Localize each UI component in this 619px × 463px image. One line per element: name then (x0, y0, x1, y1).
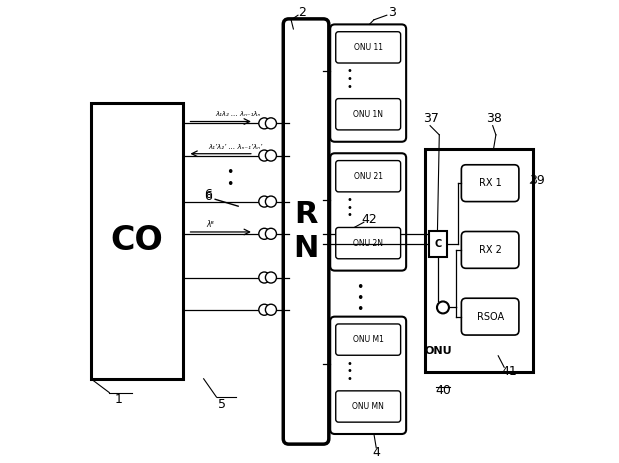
Text: ONU 21: ONU 21 (353, 172, 383, 181)
Text: CO: CO (111, 224, 163, 257)
Text: •
•
•: • • • (346, 195, 352, 220)
Text: ONU 11: ONU 11 (353, 43, 383, 52)
Circle shape (259, 228, 270, 239)
Circle shape (266, 196, 277, 207)
FancyBboxPatch shape (335, 324, 400, 355)
FancyBboxPatch shape (335, 391, 400, 422)
Text: 2: 2 (298, 6, 306, 19)
Text: λ₁’λ₂’ ... λₙ₋₁’λₙ’: λ₁’λ₂’ ... λₙ₋₁’λₙ’ (208, 144, 262, 150)
FancyBboxPatch shape (335, 99, 400, 130)
Text: ONU 2N: ONU 2N (353, 238, 383, 248)
FancyBboxPatch shape (461, 298, 519, 335)
Text: ONU 1N: ONU 1N (353, 110, 383, 119)
Circle shape (259, 272, 270, 283)
Text: 39: 39 (529, 175, 545, 188)
Text: 6: 6 (204, 190, 212, 203)
Circle shape (259, 196, 270, 207)
Text: C: C (435, 239, 441, 249)
FancyBboxPatch shape (461, 232, 519, 269)
Text: 37: 37 (423, 112, 439, 125)
Text: R
N: R N (293, 200, 319, 263)
Text: 42: 42 (361, 213, 377, 226)
Circle shape (259, 150, 270, 161)
Text: •
•: • • (226, 166, 233, 191)
Circle shape (437, 301, 449, 313)
Text: •
•
•: • • • (357, 281, 364, 316)
FancyBboxPatch shape (335, 32, 400, 63)
FancyBboxPatch shape (335, 161, 400, 192)
Circle shape (266, 150, 277, 161)
Text: •
•
•: • • • (346, 66, 352, 92)
Circle shape (266, 228, 277, 239)
Text: 6: 6 (204, 188, 212, 201)
FancyBboxPatch shape (335, 227, 400, 259)
Text: 1: 1 (115, 393, 123, 406)
Circle shape (266, 118, 277, 129)
Text: •
•
•: • • • (346, 359, 352, 384)
FancyBboxPatch shape (330, 317, 406, 434)
Text: RSOA: RSOA (477, 312, 504, 322)
Text: RX 1: RX 1 (478, 178, 501, 188)
Bar (91, 103, 183, 379)
Text: 5: 5 (218, 398, 226, 411)
Text: 41: 41 (502, 365, 517, 378)
Text: RX 2: RX 2 (478, 245, 501, 255)
FancyBboxPatch shape (330, 153, 406, 270)
Text: 40: 40 (435, 384, 451, 397)
Text: ONU: ONU (425, 346, 452, 356)
FancyBboxPatch shape (284, 19, 329, 444)
Text: 3: 3 (388, 6, 396, 19)
Circle shape (259, 304, 270, 315)
Text: λ₁λ₂ ... λₙ₋₁λₙ: λ₁λ₂ ... λₙ₋₁λₙ (215, 111, 261, 117)
Text: λᴮ: λᴮ (206, 220, 214, 229)
Circle shape (266, 272, 277, 283)
Bar (429, 232, 447, 257)
Text: 38: 38 (486, 112, 501, 125)
Text: ONU M1: ONU M1 (353, 335, 384, 344)
FancyBboxPatch shape (461, 165, 519, 201)
Circle shape (266, 304, 277, 315)
Circle shape (259, 118, 270, 129)
Text: 4: 4 (372, 446, 380, 459)
FancyBboxPatch shape (330, 25, 406, 142)
Text: ONU MN: ONU MN (352, 402, 384, 411)
Bar (425, 149, 533, 372)
